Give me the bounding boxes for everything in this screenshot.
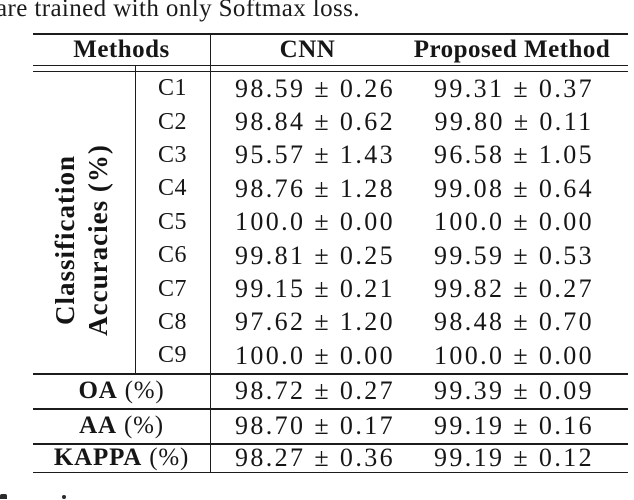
table-row: C8 97.62 ± 1.20 98.48 ± 0.70 — [33, 306, 628, 339]
proposed-value: 99.31 ± 0.37 — [433, 73, 595, 103]
table-row-oa: OA (%) 98.72 ± 0.27 99.39 ± 0.09 — [33, 375, 628, 409]
row-label: C7 — [157, 275, 187, 302]
vertical-rule-inner — [135, 65, 137, 373]
table-row: C5 100.0 ± 0.00 100.0 ± 0.00 — [33, 206, 628, 239]
cnn-value: 99.81 ± 0.25 — [234, 240, 396, 270]
cnn-value: 98.27 ± 0.36 — [234, 443, 396, 472]
row-label: C2 — [157, 108, 187, 135]
proposed-value: 100.0 ± 0.00 — [433, 340, 595, 370]
cnn-value: 98.70 ± 0.17 — [234, 411, 396, 441]
proposed-value: 99.08 ± 0.64 — [433, 173, 595, 203]
row-label: C6 — [157, 242, 187, 269]
cnn-value: 100.0 ± 0.00 — [234, 340, 396, 370]
row-label-kappa: KAPPA (%) — [53, 444, 190, 471]
table-row: C1 98.59 ± 0.26 99.31 ± 0.37 — [33, 72, 628, 105]
column-header-proposed-method: Proposed Method — [413, 35, 611, 63]
row-label-oa: OA (%) — [78, 377, 165, 405]
table-row: C3 95.57 ± 1.43 96.58 ± 1.05 — [33, 139, 628, 172]
rule-above-kappa — [33, 443, 628, 445]
table-bottom-rule — [33, 471, 628, 474]
row-label: C9 — [157, 342, 187, 369]
cnn-value: 98.84 ± 0.62 — [234, 107, 396, 137]
row-label: C1 — [157, 75, 187, 102]
table-row: C6 99.81 ± 0.25 99.59 ± 0.53 — [33, 239, 628, 272]
proposed-value: 99.82 ± 0.27 — [433, 274, 595, 304]
table-row-kappa: KAPPA (%) 98.27 ± 0.36 99.19 ± 0.12 — [33, 443, 628, 472]
proposed-value: 99.39 ± 0.09 — [433, 376, 595, 406]
proposed-value: 99.19 ± 0.12 — [433, 443, 595, 472]
cnn-value: 100.0 ± 0.00 — [234, 207, 396, 237]
results-table: Methods CNN Proposed Method Classificati… — [33, 33, 628, 474]
proposed-value: 100.0 ± 0.00 — [433, 207, 595, 237]
proposed-value: 99.59 ± 0.53 — [433, 240, 595, 270]
proposed-value: 96.58 ± 1.05 — [433, 140, 595, 170]
table-row: C2 98.84 ± 0.62 99.80 ± 0.11 — [33, 105, 628, 138]
proposed-value: 99.19 ± 0.16 — [433, 411, 595, 441]
cnn-value: 98.72 ± 0.27 — [234, 376, 396, 406]
rule-above-aa — [33, 408, 628, 410]
table-row: C9 100.0 ± 0.00 100.0 ± 0.00 — [33, 339, 628, 372]
row-label: C5 — [157, 208, 187, 235]
cnn-value: 99.15 ± 0.21 — [234, 274, 396, 304]
row-label: C3 — [157, 141, 187, 168]
row-label: C8 — [157, 308, 187, 335]
cropped-text-remnant — [62, 495, 66, 499]
rule-above-oa — [33, 373, 628, 375]
column-header-methods: Methods — [73, 35, 170, 63]
cnn-value: 98.76 ± 1.28 — [234, 173, 396, 203]
table-row-aa: AA (%) 98.70 ± 0.17 99.19 ± 0.16 — [33, 410, 628, 444]
table-row: C7 99.15 ± 0.21 99.82 ± 0.27 — [33, 272, 628, 305]
cnn-value: 95.57 ± 1.43 — [234, 140, 396, 170]
cnn-value: 98.59 ± 0.26 — [234, 73, 396, 103]
row-label: C4 — [157, 175, 187, 202]
vertical-rule-main — [210, 33, 212, 473]
header-double-rule-2 — [33, 70, 628, 72]
header-double-rule-1 — [33, 65, 628, 67]
proposed-value: 99.80 ± 0.11 — [434, 107, 594, 137]
column-header-cnn: CNN — [279, 35, 336, 63]
table-top-rule — [33, 33, 628, 35]
proposed-value: 98.48 ± 0.70 — [433, 307, 595, 337]
body-text-fragment: are trained with only Softmax loss. — [0, 0, 360, 22]
table-row: C4 98.76 ± 1.28 99.08 ± 0.64 — [33, 172, 628, 205]
cnn-value: 97.62 ± 1.20 — [234, 307, 396, 337]
row-label-aa: AA (%) — [79, 412, 164, 440]
cropped-text-remnant — [0, 494, 7, 499]
